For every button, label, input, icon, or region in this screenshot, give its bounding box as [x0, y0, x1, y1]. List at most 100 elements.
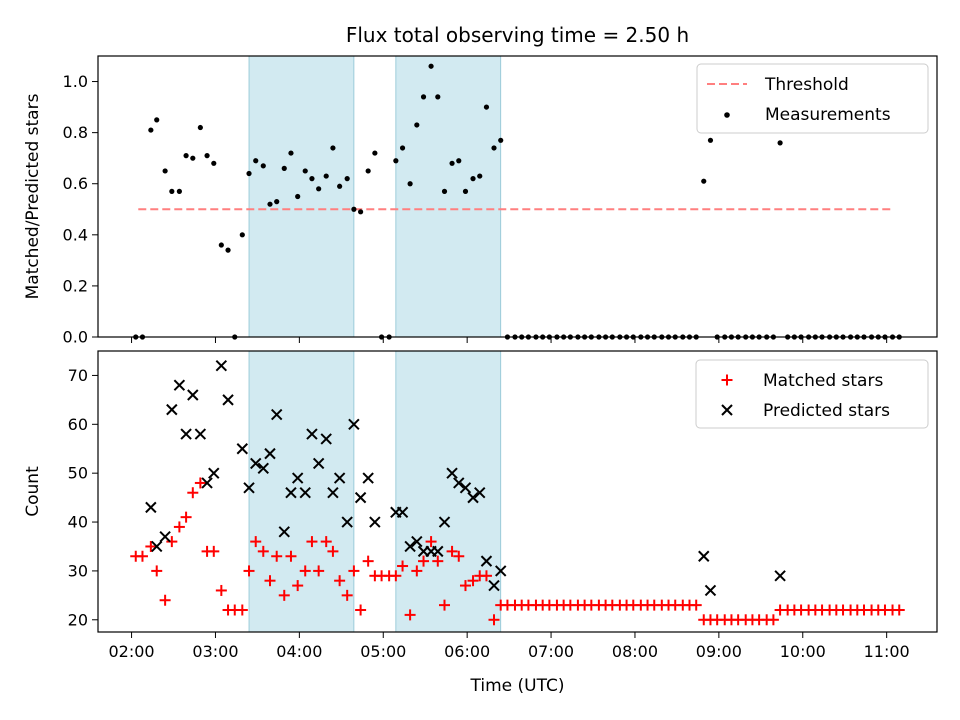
predicted-star-point [327, 487, 339, 499]
x-tick-label: 02:00 [109, 642, 155, 661]
predicted-star-point [488, 579, 500, 592]
measurement-point [260, 163, 266, 169]
measurement-point [281, 165, 287, 171]
measurement-point [358, 209, 364, 215]
cross-b [291, 472, 304, 484]
matched-star-point [194, 477, 206, 489]
shaded-interval-2 [395, 55, 502, 338]
matched-star-point [355, 604, 367, 616]
predicted-star-point [446, 467, 458, 479]
matched-star-point [299, 565, 311, 577]
cross-b [396, 506, 409, 518]
predicted-star-point [145, 501, 157, 514]
measurement-point [365, 168, 371, 174]
matched-stars-layer [130, 477, 905, 626]
measurement-point [344, 176, 350, 182]
predicted-star-point [333, 472, 346, 484]
ratio-panel-ticks: 0.0 0.2 0.4 0.6 0.8 1.0 [63, 72, 888, 347]
predicted-star-point [341, 516, 353, 528]
predicted-star-point [166, 403, 178, 416]
measurement-point [399, 145, 406, 151]
measurement-point [441, 188, 448, 194]
cross-b [327, 487, 339, 499]
legend-measurements-label: Measurements [765, 105, 891, 125]
cross-b [236, 443, 249, 455]
matched-star-point [264, 575, 276, 587]
cross-b [270, 408, 283, 421]
predicted-star-point [312, 457, 325, 470]
measurement-point [267, 201, 273, 207]
matched-star-point [243, 565, 255, 577]
ratio-legend: Threshold Measurements [696, 63, 929, 134]
cross-b [159, 530, 171, 543]
predicted-star-point [495, 565, 507, 577]
predicted-stars-layer [145, 359, 786, 597]
predicted-star-point [362, 472, 374, 484]
cross-b [215, 359, 228, 372]
predicted-star-point [159, 530, 171, 543]
cross-b [264, 447, 276, 460]
predicted-star-point [404, 540, 416, 553]
y-tick-label: 0.8 [63, 123, 88, 142]
legend-predicted-label: Predicted stars [763, 401, 890, 421]
predicted-star-point [215, 359, 228, 372]
cross-b [333, 472, 346, 484]
matched-star-point [390, 570, 402, 582]
measurement-point [288, 150, 294, 156]
measurement-point [407, 181, 413, 187]
predicted-star-point [299, 487, 311, 499]
measurement-point [253, 158, 259, 164]
x-tick-label: 11:00 [864, 642, 910, 661]
matched-star-point [446, 545, 458, 557]
y-tick-label: 50 [68, 464, 88, 483]
x-tick-label: 09:00 [696, 642, 742, 661]
measurement-point [337, 183, 343, 189]
matched-star-point [488, 614, 500, 626]
predicted-star-point [151, 540, 163, 553]
predicted-star-point [270, 408, 283, 421]
x-tick-label: 04:00 [276, 642, 322, 661]
matched-star-point [285, 550, 297, 562]
matched-star-point [257, 545, 269, 557]
y-tick-label: 0.4 [63, 225, 88, 244]
count-legend-box [695, 359, 929, 429]
matched-star-point [397, 560, 409, 572]
measurement-point [393, 158, 399, 164]
predicted-star-point [480, 555, 493, 567]
matched-star-point [180, 511, 192, 523]
measurement-point [330, 145, 336, 151]
predicted-star-point [250, 457, 262, 470]
measurement-point [701, 178, 707, 184]
cross-b [704, 584, 717, 597]
matched-star-point [334, 575, 346, 587]
matched-star-point [173, 521, 185, 533]
measurement-point [309, 176, 315, 182]
matched-star-point [348, 565, 360, 577]
matched-star-point [292, 580, 304, 592]
measurement-point [483, 104, 490, 110]
measurement-point [295, 193, 301, 200]
predicted-star-point [291, 472, 304, 484]
predicted-star-point [278, 526, 290, 538]
cross-b [369, 516, 381, 528]
cross-b [348, 418, 360, 431]
cross-b [698, 550, 710, 562]
cross-b [320, 433, 332, 445]
measurement-point [218, 242, 224, 248]
shaded-interval-1 [248, 350, 355, 633]
x-tick-label: 06:00 [444, 642, 490, 661]
cross-b [151, 540, 163, 553]
matched-star-point [306, 536, 318, 548]
measurement-point [456, 158, 462, 164]
time-x-axis-label: Time (UTC) [470, 676, 565, 696]
matched-star-point [439, 599, 451, 611]
predicted-star-point [411, 535, 423, 548]
measurement-point [449, 160, 455, 166]
measurement-point [316, 186, 322, 192]
matched-star-point [411, 565, 423, 577]
matched-star-point [208, 545, 220, 557]
predicted-star-point [194, 428, 207, 440]
predicted-star-point [432, 545, 444, 558]
measurement-point [197, 124, 203, 131]
cross-b [208, 467, 220, 479]
